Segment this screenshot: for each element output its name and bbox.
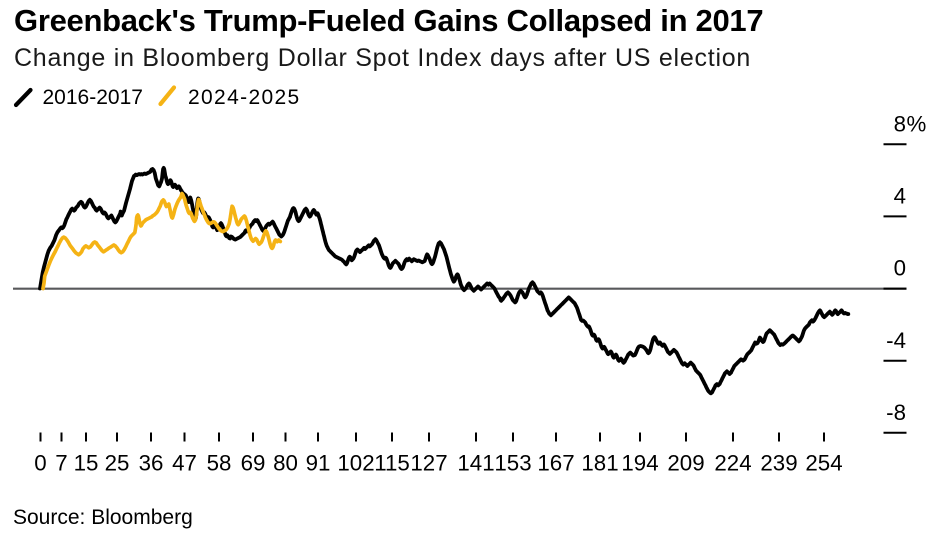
- svg-text:115: 115: [374, 450, 410, 475]
- svg-text:80: 80: [273, 450, 298, 475]
- svg-text:7: 7: [55, 450, 67, 475]
- svg-text:-8: -8: [886, 400, 906, 425]
- svg-text:69: 69: [241, 450, 266, 475]
- svg-text:254: 254: [805, 450, 842, 475]
- svg-text:%: %: [907, 111, 927, 136]
- svg-text:4: 4: [894, 184, 906, 209]
- svg-text:224: 224: [714, 450, 751, 475]
- svg-text:127: 127: [410, 450, 447, 475]
- svg-text:153: 153: [494, 450, 531, 475]
- svg-text:239: 239: [760, 450, 797, 475]
- svg-text:102: 102: [337, 450, 374, 475]
- svg-text:167: 167: [537, 450, 574, 475]
- svg-text:91: 91: [306, 450, 331, 475]
- svg-text:58: 58: [207, 450, 232, 475]
- svg-text:36: 36: [139, 450, 164, 475]
- svg-text:8: 8: [894, 111, 906, 136]
- svg-text:194: 194: [621, 450, 658, 475]
- svg-text:15: 15: [74, 450, 99, 475]
- svg-text:0: 0: [894, 256, 906, 281]
- svg-text:25: 25: [105, 450, 130, 475]
- svg-text:0: 0: [34, 450, 46, 475]
- svg-text:-4: -4: [886, 328, 906, 353]
- svg-text:47: 47: [172, 450, 197, 475]
- svg-text:209: 209: [667, 450, 704, 475]
- svg-text:141: 141: [457, 450, 494, 475]
- svg-text:181: 181: [581, 450, 618, 475]
